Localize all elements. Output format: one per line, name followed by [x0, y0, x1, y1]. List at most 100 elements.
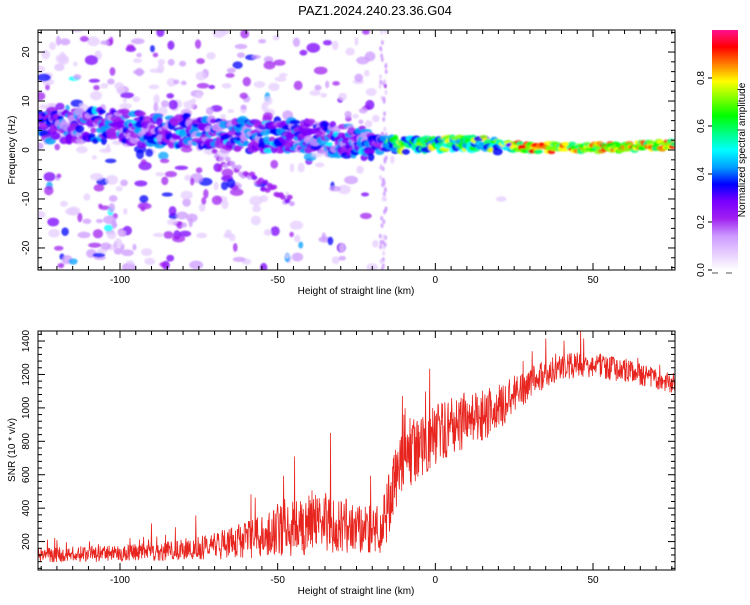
spectrogram-noise-blob [141, 248, 153, 256]
spectrogram-noise-blob [107, 78, 115, 85]
spectrogram-noise-blob [157, 63, 165, 74]
spectrogram-noise-blob [179, 60, 187, 67]
spectrogram-noise-blob [331, 256, 340, 265]
spectrogram-noise-blob [332, 81, 340, 86]
spectrogram-x-tick-label: 0 [433, 275, 439, 286]
spectrogram-noise-blob [90, 90, 103, 101]
spectrogram-noise-blob [100, 242, 112, 250]
spectrogram-streak-blob [380, 39, 384, 45]
spectrogram-noise-blob [339, 243, 345, 253]
spectrogram-branch-blob [271, 184, 278, 190]
spectrogram-noise-blob [87, 36, 100, 47]
spectrogram-noise-blob [198, 203, 206, 212]
spectrogram-noise-blob [93, 85, 100, 91]
spectrogram-noise-blob [176, 222, 183, 229]
spectrogram-noise-blob [152, 52, 159, 58]
spectrogram-noise-blob [137, 202, 152, 210]
snr-y-label: SNR (10 * v/v) [7, 418, 18, 482]
spectrogram-noise-blob [365, 99, 375, 110]
spectrogram-noise-blob [166, 77, 177, 87]
spectrogram-noise-blob [345, 47, 355, 56]
spectrogram-streak-blob [384, 30, 388, 35]
spectrogram-noise-blob [190, 98, 197, 103]
spectrogram-noise-blob [313, 66, 328, 75]
spectrogram-noise-blob [291, 252, 304, 262]
spectrogram-noise-blob [195, 71, 207, 81]
spectrogram-noise-blob [113, 247, 123, 255]
spectrogram-noise-blob [240, 103, 247, 114]
spectrogram-noise-blob [263, 229, 272, 236]
spectrogram-streak-blob [379, 174, 383, 180]
spectrogram-noise-blob [167, 219, 178, 226]
spectrogram-noise-blob [76, 146, 88, 154]
spectrogram-noise-blob [104, 158, 117, 164]
spectrogram-noise-blob [189, 260, 204, 270]
spectrogram-streak-blob [378, 83, 382, 89]
spectrogram-noise-blob [213, 181, 219, 191]
spectrogram-noise-blob [134, 180, 148, 187]
spectrogram-noise-blob [212, 30, 226, 39]
spectrogram-ridge-blob [209, 118, 217, 124]
spectrogram-noise-blob [289, 231, 294, 238]
spectrogram-noise-blob [70, 30, 83, 33]
spectrogram-streak-blob [383, 126, 387, 132]
spectrogram-noise-blob [108, 195, 118, 202]
snr-x-tick-label: -50 [270, 575, 285, 586]
spectrogram-noise-blob [196, 58, 205, 65]
spectrogram-noise-blob [236, 52, 245, 58]
spectrogram-noise-blob [138, 161, 152, 171]
colorbar-tick-label: 0.2 [696, 215, 707, 229]
colorbar-label: Normalized spectral amplitude [737, 82, 748, 217]
snr-x-label: Height of straight line (km) [298, 586, 415, 597]
spectrogram-noise-blob [126, 260, 135, 265]
spectrogram-noise-blob [56, 173, 62, 179]
spectrogram-noise-blob [298, 241, 304, 249]
spectrogram-noise-blob [356, 165, 364, 174]
spectrogram-noise-blob [180, 146, 193, 153]
spectrogram-noise-blob [55, 102, 65, 111]
spectrogram-noise-blob [320, 92, 328, 98]
spectrogram-noise-blob [270, 226, 280, 237]
spectrogram-noise-blob [274, 76, 287, 82]
spectrogram-noise-blob [109, 67, 116, 76]
spectrogram-x-label: Height of straight line (km) [298, 286, 415, 297]
spectrogram-ridge-blob [670, 142, 675, 147]
spectrogram-noise-blob [166, 93, 175, 99]
snr-y-tick-label: 1000 [21, 396, 32, 419]
spectrogram-ridge-blob [171, 120, 179, 126]
spectrogram-ridge-blob [100, 136, 107, 145]
spectrogram-streak-blob [379, 163, 383, 169]
spectrogram-noise-blob [106, 230, 117, 240]
spectrogram-streak-blob [382, 96, 386, 102]
spectrogram-ridge-blob [305, 118, 316, 125]
spectrogram-noise-blob [362, 30, 370, 35]
spectrogram-noise-blob [229, 188, 244, 196]
spectrogram-noise-blob [225, 229, 232, 238]
snr-y-tick-label: 800 [21, 433, 32, 450]
spectrogram-noise-blob [273, 59, 286, 66]
spectrogram-streak-blob [380, 266, 384, 270]
spectrogram-noise-blob [100, 40, 110, 46]
spectrogram-noise-blob [270, 159, 279, 169]
spectrogram-noise-blob [226, 178, 236, 188]
spectrogram-noise-blob [259, 195, 269, 202]
spectrogram-noise-blob [145, 148, 154, 157]
spectrogram-ridge-blob [167, 140, 176, 149]
spectrogram-noise-blob [297, 162, 305, 173]
spectrogram-noise-blob [73, 74, 82, 80]
spectrogram-noise-blob [89, 172, 104, 181]
snr-y-tick-label: 200 [21, 533, 32, 550]
spectrogram-noise-blob [77, 231, 91, 239]
spectrogram-noise-blob [195, 91, 203, 99]
snr-y-tick-label: 1400 [21, 329, 32, 352]
spectrogram-noise-blob [136, 149, 145, 160]
spectrogram-noise-blob [226, 67, 236, 74]
spectrogram-noise-blob [196, 82, 210, 89]
snr-marks [38, 331, 675, 563]
spectrogram-noise-blob [372, 114, 380, 123]
spectrogram-noise-blob [119, 103, 132, 110]
spectrogram-noise-blob [249, 195, 263, 206]
spectrogram-noise-blob [360, 212, 372, 220]
spectrogram-noise-blob [195, 167, 203, 174]
spectrogram-streak-blob [380, 223, 384, 229]
